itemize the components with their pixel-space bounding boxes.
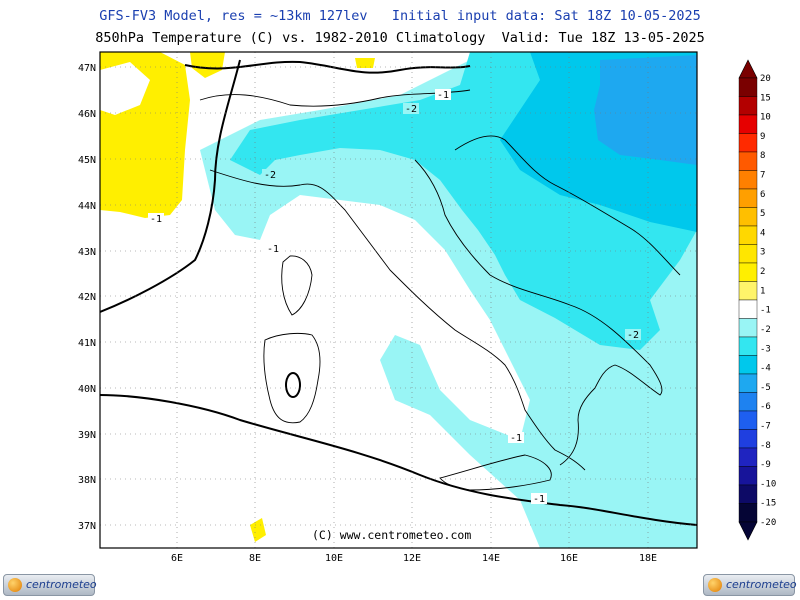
colorbar-swatch	[738, 503, 758, 523]
logo-sun-icon	[8, 578, 22, 592]
lat-label: 42N	[78, 292, 96, 303]
lon-label: 6E	[171, 553, 183, 564]
lat-label: 43N	[78, 247, 96, 258]
logo-left: centrometeo	[3, 574, 97, 596]
colorbar-label: -4	[760, 364, 771, 374]
logo-left-text: centrometeo	[26, 578, 97, 591]
title-line-1: GFS-FV3 Model, res = ~13km 127lev Initia…	[99, 8, 701, 24]
contour-label: -2	[405, 104, 417, 115]
colorbar-label: 6	[760, 190, 765, 200]
colorbar-label: -1	[760, 306, 771, 316]
lat-label: 44N	[78, 201, 96, 212]
colorbar: 20 15 10 9 8 7 6 5 4 3 2 1 -1 -2 -3 -4 -5 -6 -7 -8 -9 -10 -15 -…	[738, 59, 776, 541]
lat-label: 45N	[78, 155, 96, 166]
contour-label: -1	[437, 90, 449, 101]
contour-label: -2	[627, 330, 639, 341]
colorbar-label: -20	[760, 518, 776, 528]
lon-label: 18E	[639, 553, 657, 564]
colorbar-swatch	[738, 355, 758, 375]
zero-contour-south	[100, 394, 697, 526]
colorbar-swatch	[738, 207, 758, 227]
coastlines	[199, 89, 681, 491]
colorbar-label: 8	[760, 151, 765, 161]
contour-label: -1	[510, 433, 522, 444]
colorbar-label: -9	[760, 460, 771, 470]
colorbar-swatch	[738, 299, 758, 319]
colorbar-swatch	[738, 281, 758, 301]
contour-label: -1	[533, 494, 545, 505]
zero-contour-north	[184, 60, 471, 74]
colorbar-label: -6	[760, 402, 771, 412]
colorbar-swatch	[738, 114, 758, 134]
colorbar-swatch	[738, 410, 758, 430]
logo-right: centrometeo	[703, 574, 797, 596]
colorbar-swatch	[738, 392, 758, 412]
anomaly-area-plus1-north	[190, 52, 225, 78]
map-field	[100, 52, 697, 548]
colorbar-swatch	[738, 429, 758, 449]
anomaly-area-plus1-south	[250, 518, 266, 542]
colorbar-label: 2	[760, 267, 765, 277]
colorbar-label: 5	[760, 209, 765, 219]
colorbar-swatch	[738, 96, 758, 116]
lat-label: 39N	[78, 430, 96, 441]
colorbar-swatch	[738, 133, 758, 153]
colorbar-swatch	[738, 466, 758, 486]
colorbar-swatch	[738, 77, 758, 97]
logo-right-text: centrometeo	[726, 578, 797, 591]
colorbar-swatch	[738, 170, 758, 190]
lat-label: 37N	[78, 521, 96, 532]
contour-label: -1	[267, 244, 279, 255]
colorbar-swatch	[738, 373, 758, 393]
logo-sun-icon	[708, 578, 722, 592]
lat-label: 46N	[78, 109, 96, 120]
colorbar-label: -7	[760, 421, 771, 431]
colorbar-label: 15	[760, 93, 771, 103]
colorbar-label: 3	[760, 248, 765, 258]
contour-label: -1	[150, 214, 162, 225]
lat-label: 41N	[78, 338, 96, 349]
colorbar-swatch	[738, 336, 758, 356]
colorbar-label: 20	[760, 74, 771, 84]
colorbar-swatch	[738, 318, 758, 338]
colorbar-swatch	[738, 151, 758, 171]
lon-label: 10E	[325, 553, 343, 564]
colorbar-label: -5	[760, 383, 771, 393]
colorbar-label: 1	[760, 286, 765, 296]
lat-label: 38N	[78, 475, 96, 486]
colorbar-label: -8	[760, 441, 771, 451]
colorbar-swatch	[738, 225, 758, 245]
colorbar-label: 9	[760, 132, 765, 142]
lon-label: 14E	[482, 553, 500, 564]
lon-label: 8E	[249, 553, 261, 564]
lat-label: 47N	[78, 63, 96, 74]
map-frame	[99, 51, 698, 549]
anomaly-area-plus1-alps	[355, 58, 375, 68]
copyright-text: (C) www.centrometeo.com	[312, 528, 471, 542]
lon-label: 12E	[403, 553, 421, 564]
contour-label: -2	[264, 170, 276, 181]
colorbar-top-arrow	[738, 59, 758, 79]
lon-label: 16E	[560, 553, 578, 564]
colorbar-label: -2	[760, 325, 771, 335]
colorbar-label: 7	[760, 171, 765, 181]
colorbar-label: -3	[760, 344, 771, 354]
lat-label: 40N	[78, 384, 96, 395]
colorbar-label: -15	[760, 499, 776, 509]
zero-contour-west	[100, 59, 241, 313]
colorbar-swatch	[738, 262, 758, 282]
colorbar-bottom-arrow	[738, 521, 758, 541]
colorbar-label: 4	[760, 228, 765, 238]
colorbar-label: 10	[760, 113, 771, 123]
title-line-2: 850hPa Temperature (C) vs. 1982-2010 Cli…	[95, 30, 705, 46]
colorbar-swatch	[738, 447, 758, 467]
colorbar-swatch	[738, 188, 758, 208]
colorbar-swatch	[738, 244, 758, 264]
colorbar-swatch	[738, 484, 758, 504]
colorbar-label: -10	[760, 479, 776, 489]
anomaly-area-minus4	[594, 55, 697, 165]
